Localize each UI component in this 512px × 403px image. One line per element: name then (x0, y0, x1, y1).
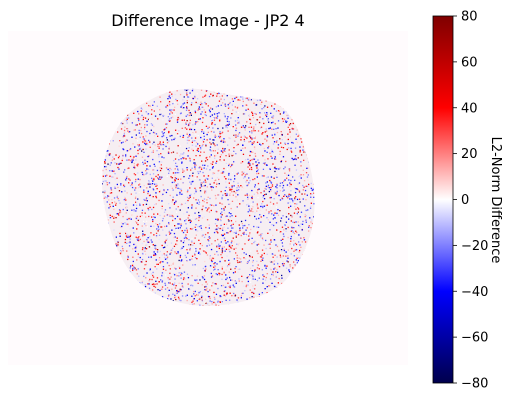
colorbar-tick-label: 20 (461, 147, 478, 162)
chart-title: Difference Image - JP2 4 (111, 11, 304, 30)
colorbar-tick-label: 0 (461, 193, 469, 208)
colorbar-gradient (432, 15, 454, 384)
colorbar-tick-label: 60 (461, 55, 478, 70)
colorbar-tick-label: −20 (461, 239, 488, 254)
colorbar: 80 60 40 20 0 −20 −40 −60 −80 L2-Norm Difference (432, 10, 503, 392)
colorbar-tick-label: −60 (461, 331, 488, 346)
colorbar-tick-label: 40 (461, 101, 478, 116)
colorbar-tick-label: −80 (461, 377, 488, 392)
colorbar-tick-label: 80 (461, 10, 478, 25)
colorbar-ticks: 80 60 40 20 0 −20 −40 −60 −80 (453, 10, 488, 392)
colorbar-tick-label: −40 (461, 285, 488, 300)
colorbar-label: L2-Norm Difference (488, 137, 503, 264)
heatmap-area (8, 31, 408, 365)
